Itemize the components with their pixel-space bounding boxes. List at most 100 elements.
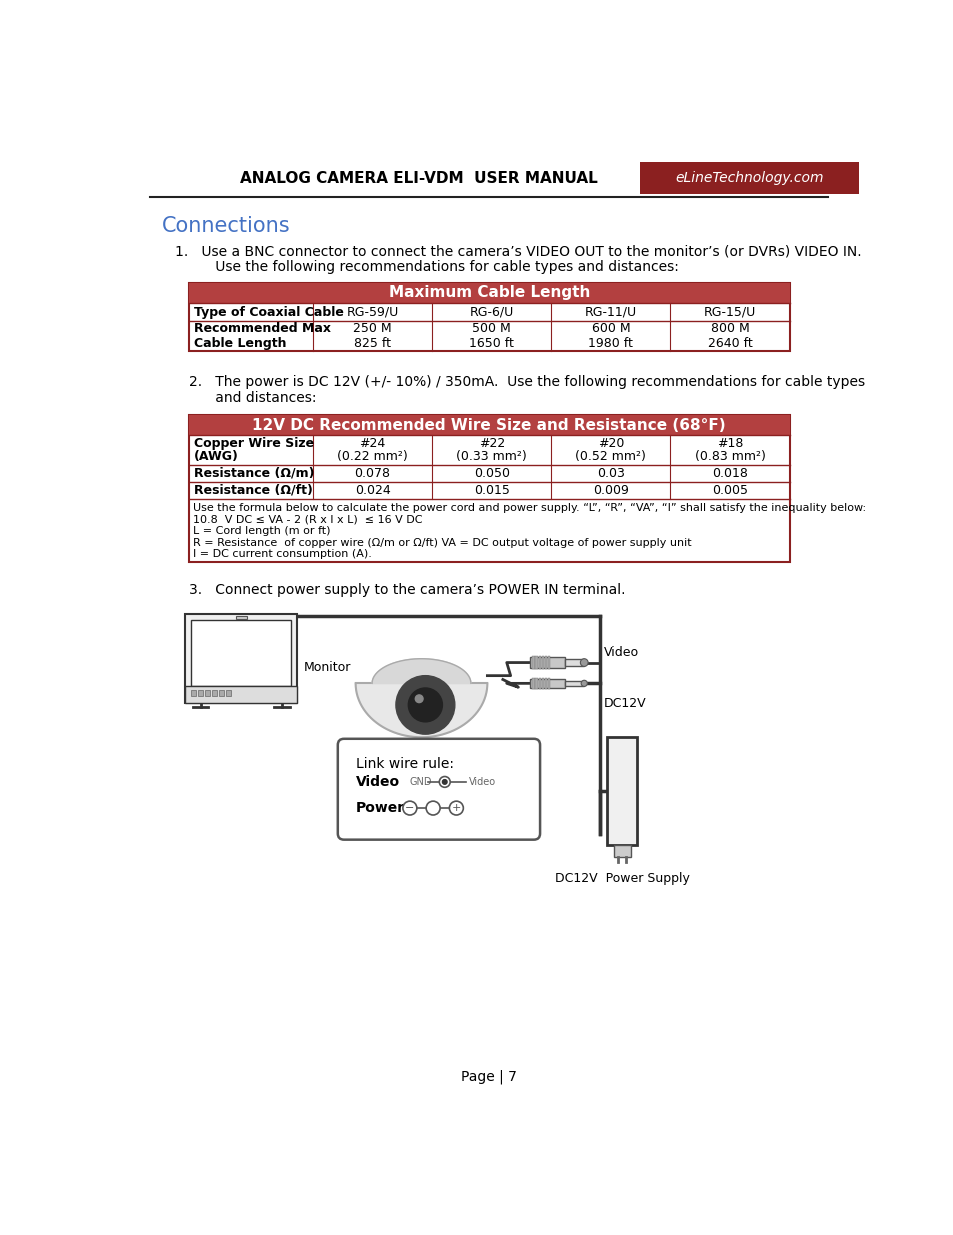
Text: 825 ft: 825 ft	[354, 337, 391, 350]
Bar	[535, 656, 537, 668]
Bar	[532, 656, 534, 668]
Bar	[192, 620, 291, 685]
Bar	[530, 679, 564, 688]
Circle shape	[449, 802, 463, 815]
Text: Resistance (Ω/m): Resistance (Ω/m)	[193, 467, 314, 479]
Bar	[235, 615, 247, 620]
Circle shape	[426, 802, 439, 815]
Polygon shape	[372, 658, 471, 683]
Text: Cable Length: Cable Length	[193, 337, 286, 350]
Text: RG-11/U: RG-11/U	[584, 306, 637, 319]
Text: L = Cord length (m or ft): L = Cord length (m or ft)	[193, 526, 330, 536]
Text: Video: Video	[355, 774, 399, 789]
Text: 1650 ft: 1650 ft	[469, 337, 514, 350]
Bar	[185, 614, 297, 703]
Text: Copper Wire Size: Copper Wire Size	[193, 437, 314, 450]
Bar	[212, 690, 216, 697]
Bar	[189, 415, 789, 436]
Bar	[537, 656, 540, 668]
Text: 0.078: 0.078	[355, 467, 390, 479]
Text: R = Resistance  of copper wire (Ω/m or Ω/ft) VA = DC output voltage of power sup: R = Resistance of copper wire (Ω/m or Ω/…	[193, 537, 691, 548]
Text: (0.52 mm²): (0.52 mm²)	[575, 450, 645, 463]
Circle shape	[415, 695, 422, 703]
Text: Page | 7: Page | 7	[460, 1070, 517, 1084]
Text: 12V DC Recommended Wire Size and Resistance (68°F): 12V DC Recommended Wire Size and Resista…	[253, 417, 725, 433]
Text: 500 M: 500 M	[472, 322, 511, 335]
Text: Video: Video	[603, 646, 639, 658]
Text: Monitor: Monitor	[303, 661, 351, 673]
Text: 800 M: 800 M	[710, 322, 749, 335]
Bar	[532, 678, 534, 689]
Text: and distances:: and distances:	[189, 390, 316, 405]
Text: 0.005: 0.005	[711, 484, 747, 496]
Text: Recommended Max: Recommended Max	[193, 322, 331, 335]
Text: 2.   The power is DC 12V (+/- 10%) / 350mA.  Use the following recommendations f: 2. The power is DC 12V (+/- 10%) / 350mA…	[189, 375, 864, 389]
Text: Connections: Connections	[162, 216, 291, 236]
Bar	[537, 678, 540, 689]
Circle shape	[439, 777, 450, 787]
FancyBboxPatch shape	[337, 739, 539, 840]
Text: RG-6/U: RG-6/U	[469, 306, 514, 319]
Text: DC12V: DC12V	[603, 698, 645, 710]
Text: #20: #20	[598, 437, 623, 450]
Text: I = DC current consumption (A).: I = DC current consumption (A).	[193, 550, 372, 559]
Bar	[541, 678, 543, 689]
Text: (0.33 mm²): (0.33 mm²)	[456, 450, 527, 463]
Text: #24: #24	[359, 437, 385, 450]
Bar	[189, 283, 789, 303]
Circle shape	[402, 802, 416, 815]
Text: (AWG): (AWG)	[193, 450, 238, 463]
Text: Resistance (Ω/ft): Resistance (Ω/ft)	[193, 484, 313, 496]
Circle shape	[408, 688, 442, 721]
Text: 1980 ft: 1980 ft	[588, 337, 633, 350]
Bar	[189, 415, 789, 562]
Text: DC12V  Power Supply: DC12V Power Supply	[555, 872, 689, 885]
Text: ANALOG CAMERA ELI-VDM  USER MANUAL: ANALOG CAMERA ELI-VDM USER MANUAL	[239, 170, 597, 185]
Bar	[547, 678, 550, 689]
Text: 0.018: 0.018	[711, 467, 747, 479]
Text: Power: Power	[355, 802, 404, 815]
Text: #18: #18	[716, 437, 742, 450]
Text: Video: Video	[468, 777, 496, 787]
Bar	[205, 690, 210, 697]
Bar	[544, 678, 546, 689]
Text: 0.050: 0.050	[474, 467, 509, 479]
Bar	[607, 737, 637, 845]
Bar	[547, 656, 550, 668]
Bar	[198, 690, 203, 697]
Text: #22: #22	[478, 437, 504, 450]
Circle shape	[580, 680, 587, 687]
Bar	[530, 657, 564, 668]
Bar	[564, 659, 583, 666]
Bar	[535, 678, 537, 689]
Bar	[544, 656, 546, 668]
Text: 3.   Connect power supply to the camera’s POWER IN terminal.: 3. Connect power supply to the camera’s …	[189, 583, 625, 598]
Text: Link wire rule:: Link wire rule:	[355, 757, 453, 772]
Text: 2640 ft: 2640 ft	[707, 337, 752, 350]
Text: 0.009: 0.009	[593, 484, 628, 496]
Text: RG-15/U: RG-15/U	[703, 306, 756, 319]
Text: −: −	[405, 803, 415, 813]
Bar	[541, 656, 543, 668]
Circle shape	[442, 779, 447, 784]
Text: Use the formula below to calculate the power cord and power supply. “L”, “R”, “V: Use the formula below to calculate the p…	[193, 503, 865, 514]
Bar	[613, 845, 630, 857]
Text: 250 M: 250 M	[353, 322, 392, 335]
Circle shape	[579, 658, 587, 667]
Text: Maximum Cable Length: Maximum Cable Length	[388, 285, 589, 300]
Bar	[219, 690, 224, 697]
Text: (0.22 mm²): (0.22 mm²)	[336, 450, 408, 463]
Bar	[189, 283, 789, 351]
Text: 0.03: 0.03	[597, 467, 624, 479]
Text: +: +	[451, 803, 460, 813]
Text: 0.015: 0.015	[474, 484, 509, 496]
Text: 10.8  V DC ≤ VA - 2 (R x l x L)  ≤ 16 V DC: 10.8 V DC ≤ VA - 2 (R x l x L) ≤ 16 V DC	[193, 515, 422, 525]
Bar	[226, 690, 231, 697]
Bar	[192, 690, 195, 697]
Text: Type of Coaxial Cable: Type of Coaxial Cable	[193, 306, 343, 319]
Text: eLineTechnology.com: eLineTechnology.com	[675, 172, 822, 185]
Text: RG-59/U: RG-59/U	[346, 306, 398, 319]
Bar	[564, 680, 583, 685]
Bar	[639, 162, 860, 194]
Polygon shape	[355, 683, 487, 737]
